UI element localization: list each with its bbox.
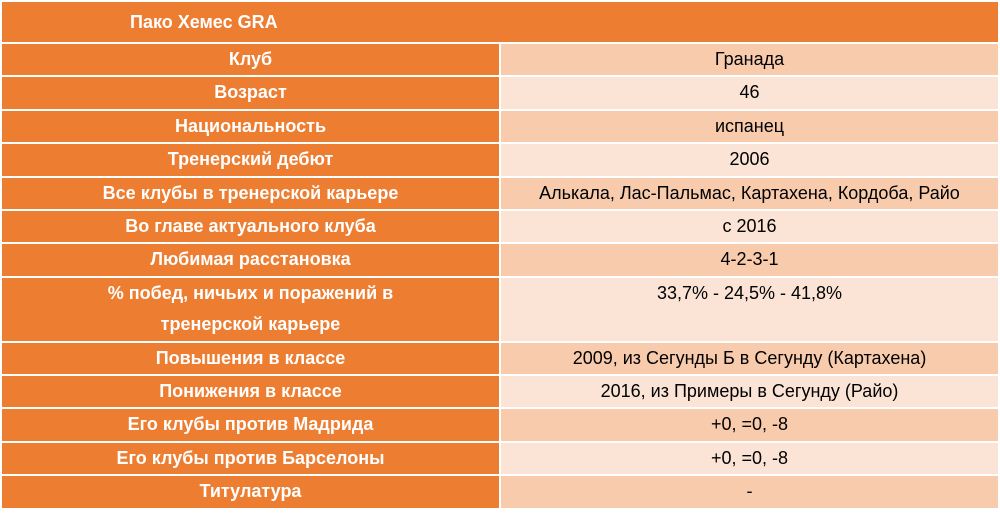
row-label: Титулатура — [199, 481, 302, 502]
row-value: 46 — [739, 82, 760, 103]
row-label: Повышения в классе — [155, 347, 346, 368]
row-value-cell: 2009, из Сегунды Б в Сегунду (Картахена) — [499, 340, 1000, 377]
row-label: Его клубы против Барселоны — [116, 447, 385, 468]
row-label-cell: Клуб — [0, 41, 501, 78]
row-label: % побед, ничьих и поражений в тренерской… — [107, 282, 394, 335]
table-row: Его клубы против Барселоны +0, =0, -8 — [0, 440, 1000, 477]
row-label-cell: Титулатура — [0, 474, 501, 510]
table-row: Возраст 46 — [0, 75, 1000, 111]
row-value-cell: +0, =0, -8 — [499, 440, 1000, 477]
table-row: % побед, ничьих и поражений в тренерской… — [0, 275, 1000, 343]
row-label-cell: Все клубы в тренерской карьере — [0, 175, 501, 212]
row-value: 2016, из Примеры в Сегунду (Райо) — [600, 381, 899, 402]
row-label: Возраст — [214, 82, 287, 103]
row-value-cell: Алькала, Лас-Пальмас, Картахена, Кордоба… — [499, 175, 1000, 212]
row-value-cell: 2016, из Примеры в Сегунду (Райо) — [499, 374, 1000, 410]
table-row: Любимая расстановка 4-2-3-1 — [0, 242, 1000, 278]
row-value-cell: 46 — [499, 75, 1000, 111]
title-row: Пако Хемес GRA — [0, 0, 1000, 44]
row-value-cell: 4-2-3-1 — [499, 242, 1000, 278]
row-label-cell: Повышения в классе — [0, 340, 501, 377]
row-value-cell: Гранада — [499, 41, 1000, 78]
row-value-cell: 33,7% - 24,5% - 41,8% — [499, 275, 1000, 343]
row-label-cell: Любимая расстановка — [0, 242, 501, 278]
row-label: Клуб — [228, 49, 273, 69]
row-value: 33,7% - 24,5% - 41,8% — [656, 282, 843, 303]
row-label: Любимая расстановка — [150, 249, 351, 270]
row-label-cell: Возраст — [0, 75, 501, 111]
table-row: Титулатура - — [0, 474, 1000, 510]
table-row: Его клубы против Мадрида +0, =0, -8 — [0, 407, 1000, 443]
row-label: Понижения в классе — [159, 381, 342, 402]
table-row: Национальность испанец — [0, 108, 1000, 145]
table-title: Пако Хемес GRA — [0, 0, 1000, 44]
row-value: 4-2-3-1 — [720, 249, 779, 270]
row-value: испанец — [714, 115, 785, 136]
row-label: Национальность — [174, 115, 327, 136]
row-value: +0, =0, -8 — [710, 447, 789, 468]
table-row: Во главе актуального клуба с 2016 — [0, 209, 1000, 245]
table-row: Тренерский дебют 2006 — [0, 142, 1000, 178]
row-value: Гранада — [714, 49, 785, 69]
row-value: с 2016 — [722, 216, 777, 237]
row-value-cell: испанец — [499, 108, 1000, 145]
row-value-cell: с 2016 — [499, 209, 1000, 245]
row-value-cell: 2006 — [499, 142, 1000, 178]
table-row: Повышения в классе 2009, из Сегунды Б в С… — [0, 340, 1000, 377]
row-label-cell: % побед, ничьих и поражений в тренерской… — [0, 275, 501, 343]
row-label-cell: Его клубы против Мадрида — [0, 407, 501, 443]
row-label: Во главе актуального клуба — [125, 216, 376, 237]
row-value: 2009, из Сегунды Б в Сегунду (Картахена) — [572, 347, 927, 368]
row-label: Его клубы против Мадрида — [127, 414, 374, 435]
row-value: 2006 — [729, 149, 770, 170]
table-row: Понижения в классе 2016, из Примеры в Сег… — [0, 374, 1000, 410]
row-label-cell: Во главе актуального клуба — [0, 209, 501, 245]
row-value: Алькала, Лас-Пальмас, Картахена, Кордоба… — [539, 182, 960, 203]
row-label-cell: Тренерский дебют — [0, 142, 501, 178]
table-row: Клуб Гранада — [0, 41, 1000, 78]
row-value-cell: +0, =0, -8 — [499, 407, 1000, 443]
row-value-cell: - — [499, 474, 1000, 510]
row-label-cell: Национальность — [0, 108, 501, 145]
row-label-cell: Понижения в классе — [0, 374, 501, 410]
row-label: Тренерский дебют — [167, 149, 334, 170]
table-row: Все клубы в тренерской карьере Алькала, Л… — [0, 175, 1000, 212]
row-value: - — [746, 481, 753, 502]
row-label-cell: Его клубы против Барселоны — [0, 440, 501, 477]
row-label: Все клубы в тренерской карьере — [102, 182, 399, 203]
row-value: +0, =0, -8 — [710, 414, 789, 435]
